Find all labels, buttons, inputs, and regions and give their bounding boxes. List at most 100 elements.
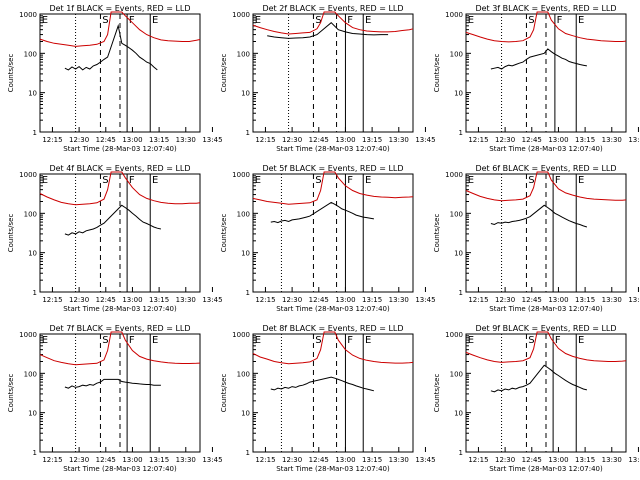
- panel-title-3: Det 3f BLACK = Events, RED = LLD: [475, 4, 616, 13]
- y-tick-label: 10: [454, 90, 463, 98]
- y-tick-label: 1: [33, 449, 37, 457]
- x-axis-label: Start Time (28-Mar-03 12:07:40): [63, 465, 177, 473]
- marker-E: E: [255, 175, 261, 186]
- x-axis-label: Start Time (28-Mar-03 12:07:40): [489, 465, 603, 473]
- x-tick-label: 13:45: [202, 136, 222, 144]
- panel-title-1: Det 1f BLACK = Events, RED = LLD: [49, 4, 190, 13]
- series-line-lld: [252, 331, 414, 365]
- x-tick-label: 13:15: [575, 456, 595, 464]
- marker-S: S: [528, 175, 534, 186]
- x-tick-label: 13:00: [548, 456, 568, 464]
- y-tick-label: 1000: [232, 171, 250, 179]
- marker-F: F: [555, 335, 561, 346]
- y-axis-label: Counts/sec: [7, 374, 15, 413]
- y-tick-label: 10: [454, 250, 463, 258]
- y-tick-label: 100: [237, 210, 250, 218]
- x-tick-label: 12:30: [282, 136, 302, 144]
- x-tick-label: 12:45: [309, 456, 329, 464]
- series-line-lld: [465, 171, 627, 202]
- y-tick-label: 10: [241, 90, 250, 98]
- marker-F: F: [347, 175, 353, 186]
- x-tick-label: 12:30: [495, 296, 515, 304]
- x-tick-label: 13:00: [122, 136, 142, 144]
- marker-S: S: [102, 335, 108, 346]
- panel-title-7: Det 7f BLACK = Events, RED = LLD: [49, 324, 190, 333]
- series-line-events: [270, 201, 374, 224]
- y-axis-label: Counts/sec: [433, 214, 441, 253]
- x-tick-label: 13:45: [202, 296, 222, 304]
- marker-F: F: [129, 335, 135, 346]
- x-tick-label: 13:15: [149, 456, 169, 464]
- y-tick-label: 1000: [445, 171, 463, 179]
- series-line-events: [64, 23, 158, 71]
- series-line-lld: [252, 11, 414, 35]
- x-tick-label: 12:15: [255, 136, 275, 144]
- y-tick-label: 1: [33, 289, 37, 297]
- marker-S: S: [528, 15, 534, 26]
- marker-E: E: [468, 335, 474, 346]
- panel-title-6: Det 6f BLACK = Events, RED = LLD: [475, 164, 616, 173]
- y-tick-label: 10: [28, 90, 37, 98]
- marker-F: F: [129, 15, 135, 26]
- x-tick-label: 12:30: [69, 136, 89, 144]
- marker-E: E: [578, 15, 584, 26]
- y-tick-label: 1000: [19, 171, 37, 179]
- x-tick-label: 13:15: [149, 296, 169, 304]
- panel-title-9: Det 9f BLACK = Events, RED = LLD: [475, 324, 616, 333]
- marker-E: E: [152, 15, 158, 26]
- x-tick-label: 13:00: [122, 456, 142, 464]
- marker-E: E: [365, 175, 371, 186]
- x-tick-label: 12:30: [69, 456, 89, 464]
- x-tick-label: 13:00: [548, 296, 568, 304]
- y-tick-label: 100: [237, 370, 250, 378]
- marker-E: E: [468, 15, 474, 26]
- x-tick-label: 13:45: [415, 296, 435, 304]
- series-line-events: [64, 378, 161, 389]
- y-tick-label: 10: [28, 410, 37, 418]
- y-tick-label: 1000: [445, 11, 463, 19]
- x-tick-label: 13:45: [628, 296, 640, 304]
- x-tick-label: 13:45: [415, 456, 435, 464]
- x-tick-label: 12:45: [96, 136, 116, 144]
- series-line-events: [490, 364, 588, 393]
- y-tick-label: 100: [450, 50, 463, 58]
- series-line-lld: [39, 11, 201, 47]
- x-tick-label: 13:30: [602, 136, 622, 144]
- x-tick-label: 13:00: [335, 456, 355, 464]
- x-tick-label: 12:45: [309, 296, 329, 304]
- x-tick-label: 12:30: [495, 136, 515, 144]
- x-axis-label: Start Time (28-Mar-03 12:07:40): [489, 305, 603, 313]
- series-line-lld: [39, 331, 201, 366]
- x-tick-label: 13:30: [176, 136, 196, 144]
- marker-S: S: [315, 15, 321, 26]
- y-tick-label: 1000: [232, 331, 250, 339]
- x-tick-label: 13:00: [335, 136, 355, 144]
- marker-S: S: [315, 175, 321, 186]
- x-tick-label: 13:30: [389, 456, 409, 464]
- y-tick-label: 1: [33, 129, 37, 137]
- x-tick-label: 12:15: [468, 136, 488, 144]
- x-tick-label: 13:00: [548, 136, 568, 144]
- series-line-lld: [465, 331, 627, 363]
- x-axis-label: Start Time (28-Mar-03 12:07:40): [276, 145, 390, 153]
- y-tick-label: 1000: [445, 331, 463, 339]
- panel-frame-8: [252, 333, 414, 453]
- y-tick-label: 1: [459, 289, 463, 297]
- x-tick-label: 12:15: [42, 136, 62, 144]
- marker-E: E: [42, 175, 48, 186]
- marker-S: S: [102, 175, 108, 186]
- x-tick-label: 13:15: [362, 296, 382, 304]
- series-line-events: [64, 204, 162, 236]
- marker-F: F: [347, 15, 353, 26]
- x-tick-label: 13:45: [628, 456, 640, 464]
- x-tick-label: 12:15: [255, 296, 275, 304]
- marker-S: S: [528, 335, 534, 346]
- y-tick-label: 10: [241, 250, 250, 258]
- y-axis-label: Counts/sec: [433, 54, 441, 93]
- x-tick-label: 12:30: [69, 296, 89, 304]
- x-tick-label: 13:15: [362, 456, 382, 464]
- panel-frame-5: [252, 173, 414, 293]
- marker-E: E: [468, 175, 474, 186]
- y-tick-label: 1: [459, 129, 463, 137]
